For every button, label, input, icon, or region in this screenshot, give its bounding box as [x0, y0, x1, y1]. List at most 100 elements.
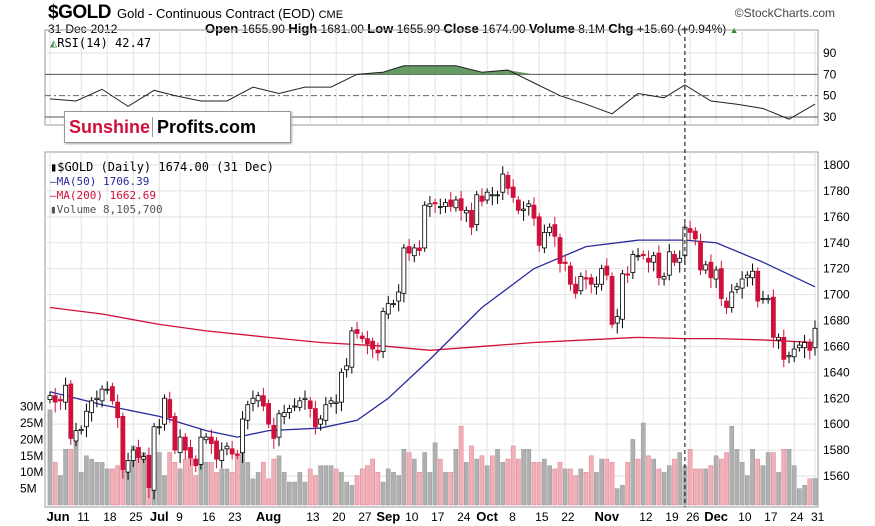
candle-body — [396, 291, 402, 302]
volume-bar — [385, 468, 391, 506]
x-tick-label: 31 — [811, 510, 825, 524]
rsi-overbought-fill — [50, 65, 815, 75]
price-tick-label: 1800 — [823, 158, 850, 172]
candle-body — [609, 276, 615, 325]
candle-body — [427, 203, 433, 207]
volume-tick-label: 25M — [20, 416, 43, 430]
candle-body — [380, 311, 386, 353]
volume-bar — [68, 448, 74, 506]
price-tick-label: 1680 — [823, 314, 850, 328]
volume-bar — [203, 462, 209, 506]
volume-bar — [208, 462, 214, 506]
candle-body — [401, 247, 407, 294]
volume-bar — [328, 465, 334, 506]
sunshine-profits-logo: Sunshine Profits.com — [64, 111, 291, 143]
volume-bar — [443, 471, 448, 506]
candle-body — [604, 265, 610, 276]
rsi-legend: ◭RSI(14) 42.47 — [50, 36, 151, 50]
candle-body — [141, 456, 147, 460]
volume-bar — [786, 448, 792, 506]
volume-bar — [526, 448, 532, 506]
candle-body — [302, 397, 308, 400]
volume-bar — [713, 455, 719, 506]
volume-bar — [666, 465, 672, 506]
candle-body — [219, 449, 225, 461]
volume-legend-text: Volume 8,105,700 — [56, 203, 163, 216]
volume-bar — [349, 485, 355, 506]
volume-bar — [463, 462, 469, 506]
price-tick-label: 1640 — [823, 365, 850, 379]
volume-bar — [536, 462, 542, 506]
candle-body — [437, 206, 443, 208]
volume-bar — [339, 471, 344, 506]
volume-bar — [219, 468, 225, 506]
volume-tick-label: 5M — [20, 482, 37, 496]
volume-bar — [802, 485, 807, 506]
candle-body — [411, 247, 417, 257]
candle-body — [365, 338, 370, 345]
volume-tick-label: 10M — [20, 465, 43, 479]
volume-bar — [594, 471, 599, 506]
high-value: 1681.00 — [320, 22, 364, 36]
volume-bar — [484, 465, 490, 506]
chg-label: Chg — [608, 21, 634, 36]
volume-bar — [375, 471, 381, 506]
x-tick-label: 25 — [129, 510, 143, 524]
x-tick-label: 17 — [431, 510, 445, 524]
candle-body — [52, 395, 58, 403]
logo-part2: Profits.com — [152, 117, 257, 137]
candle-body — [203, 436, 209, 441]
x-tick-label-month: Dec — [704, 509, 728, 524]
volume-bar — [672, 458, 677, 506]
volume-bar — [620, 485, 625, 506]
volume-bar — [406, 452, 412, 506]
volume-bar — [354, 475, 360, 506]
candle-body — [229, 448, 235, 455]
volume-bar — [411, 458, 417, 506]
volume-bar — [156, 452, 162, 506]
description: Gold - Continuous Contract (EOD) CME — [117, 6, 343, 21]
candle-body — [625, 273, 631, 276]
ma50-line — [49, 239, 816, 438]
candle-body — [443, 202, 448, 207]
volume-bar — [745, 475, 750, 506]
candle-body — [172, 415, 178, 451]
volume-bar — [104, 468, 110, 506]
volume-bar — [437, 458, 443, 506]
x-tick-label: 24 — [790, 510, 804, 524]
candle-body — [541, 231, 547, 249]
candle-body — [578, 276, 584, 292]
candle-body — [266, 403, 271, 425]
volume-bar — [58, 475, 63, 506]
candle-body — [791, 348, 797, 358]
candle-body — [385, 303, 391, 315]
candle-body — [89, 400, 95, 413]
candle-body — [349, 330, 355, 368]
ma200-legend-text: MA(200) 1662.69 — [56, 189, 156, 202]
candle-body — [406, 246, 412, 254]
candle-body — [198, 436, 204, 465]
volume-bar — [63, 448, 68, 506]
volume-bar — [115, 465, 120, 506]
volume-bar — [110, 468, 115, 506]
volume-bar — [391, 471, 396, 506]
volume-bar — [47, 409, 53, 506]
source-credit: ©StockCharts.com — [734, 6, 835, 20]
volume-bar — [661, 471, 667, 506]
volume-bar — [177, 468, 183, 506]
candle-body — [547, 226, 552, 233]
candle-body — [234, 453, 240, 456]
volume-bar — [557, 462, 563, 506]
volume-bar — [755, 458, 761, 506]
rsi-tick-label: 30 — [823, 110, 837, 124]
candle-body — [744, 274, 750, 279]
candle-body — [557, 237, 563, 264]
volume-bar — [281, 471, 287, 506]
candle-body — [708, 261, 714, 279]
volume-bar — [765, 452, 771, 506]
candle-body — [703, 264, 709, 271]
x-tick-label-month: Aug — [256, 509, 281, 524]
price-tick-label: 1580 — [823, 443, 850, 457]
candle-body — [370, 340, 376, 350]
candle-body — [193, 458, 199, 467]
